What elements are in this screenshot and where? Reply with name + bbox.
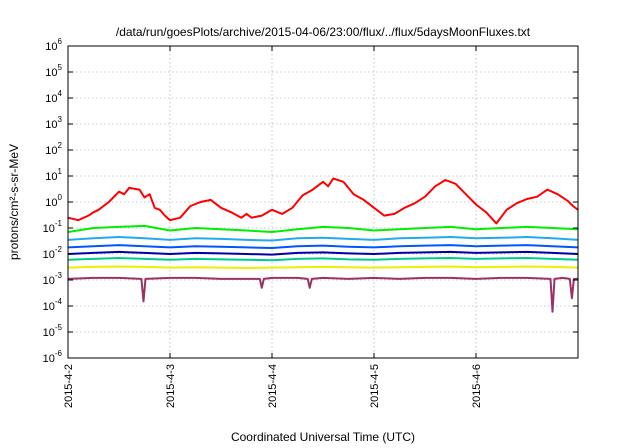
series-line-3 <box>67 236 579 242</box>
y-tick-label: 10-4 <box>43 297 63 313</box>
y-tick-label: 10-1 <box>43 219 63 235</box>
y-tick-label: 10-6 <box>43 349 63 365</box>
y-tick-label: 10-2 <box>43 245 63 261</box>
series-line-5 <box>67 250 579 256</box>
y-tick-label: 104 <box>45 89 62 105</box>
y-tick-label: 100 <box>45 193 62 209</box>
y-tick-label: 101 <box>45 167 62 183</box>
series-line-6 <box>67 257 579 262</box>
series-line-7 <box>67 265 579 269</box>
y-tick-label: 105 <box>45 63 62 79</box>
chart-title: /data/run/goesPlots/archive/2015-04-06/2… <box>116 25 531 39</box>
axis-ticks: 10-6 10-5 10-4 10-3 10-2 10-1 100 101 102 103 104 1… <box>43 37 578 408</box>
x-tick-label: 2015-4-6 <box>471 364 483 408</box>
x-tick-label: 2015-4-4 <box>267 364 279 408</box>
series-line-4 <box>67 244 579 249</box>
y-tick-label: 103 <box>45 115 62 131</box>
series-line-2 <box>67 224 579 233</box>
y-tick-label: 106 <box>45 37 62 53</box>
y-tick-label: 10-5 <box>43 323 63 339</box>
y-tick-label: 10-3 <box>43 271 63 287</box>
series-group <box>67 177 579 313</box>
y-axis-label: protons/cm²-s-sr-MeV <box>7 144 21 260</box>
series-line-8 <box>67 276 578 313</box>
x-axis-label: Coordinated Universal Time (UTC) <box>231 430 415 444</box>
grid <box>68 46 578 358</box>
y-tick-label: 102 <box>45 141 62 157</box>
series-line-1 <box>67 177 579 225</box>
x-tick-label: 2015-4-3 <box>165 364 177 408</box>
x-tick-label: 2015-4-5 <box>369 364 381 408</box>
x-tick-label: 2015-4-2 <box>63 364 75 408</box>
